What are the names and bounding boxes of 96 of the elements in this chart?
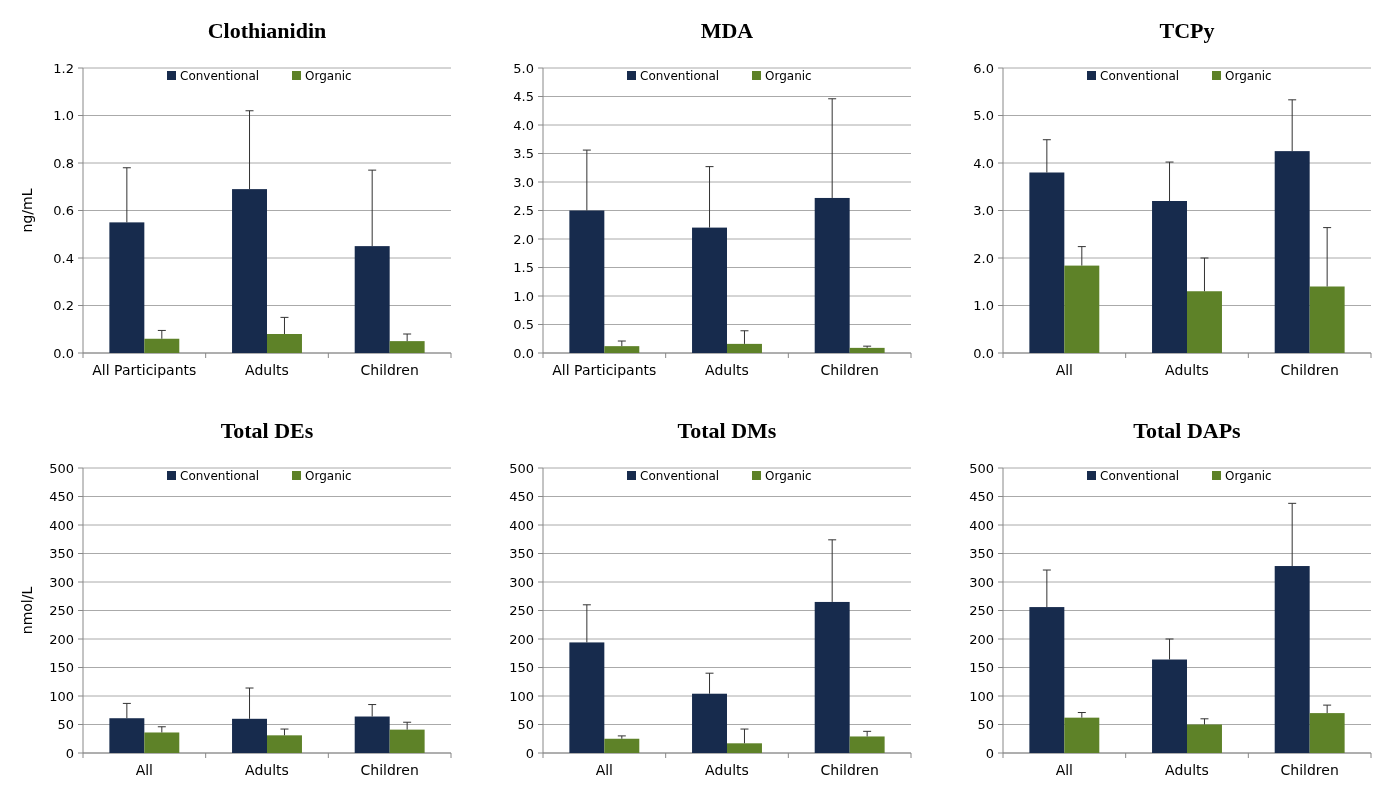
y-tick-label: 100 bbox=[509, 688, 534, 704]
y-tick-label: 4.5 bbox=[513, 89, 534, 105]
y-tick-label: 0 bbox=[65, 745, 74, 761]
y-tick-label: 5.0 bbox=[513, 60, 534, 76]
y-tick-label: 50 bbox=[57, 717, 74, 733]
y-tick-label: 200 bbox=[49, 631, 74, 647]
y-tick-label: 6.0 bbox=[973, 60, 994, 76]
y-tick-label: 350 bbox=[969, 546, 994, 562]
y-tick-label: 50 bbox=[977, 717, 994, 733]
y-tick-label: 5.0 bbox=[973, 108, 994, 124]
legend-label: Organic bbox=[305, 69, 352, 84]
y-tick-label: 3.0 bbox=[973, 203, 994, 219]
chart-title: TCPy bbox=[1159, 18, 1215, 43]
y-tick-label: 4.0 bbox=[973, 155, 994, 171]
y-tick-label: 1.0 bbox=[973, 298, 994, 314]
y-tick-label: 0.8 bbox=[53, 155, 74, 171]
y-tick-label: 350 bbox=[49, 546, 74, 562]
y-tick-label: 2.0 bbox=[513, 231, 534, 247]
y-tick-label: 150 bbox=[49, 660, 74, 676]
y-tick-label: 0.2 bbox=[53, 298, 74, 314]
legend-label: Conventional bbox=[1100, 469, 1180, 484]
legend-label: Organic bbox=[305, 469, 352, 484]
y-axis-title: nmol/L bbox=[19, 586, 35, 635]
x-tick-label: Adults bbox=[1165, 762, 1209, 778]
y-tick-label: 150 bbox=[509, 660, 534, 676]
y-tick-label: 1.5 bbox=[513, 260, 534, 276]
y-tick-label: 0.0 bbox=[53, 345, 74, 361]
y-tick-label: 200 bbox=[509, 631, 534, 647]
legend-label: Conventional bbox=[640, 69, 720, 84]
y-tick-label: 400 bbox=[49, 517, 74, 533]
x-tick-label: Children bbox=[820, 762, 879, 778]
y-tick-label: 0.0 bbox=[513, 345, 534, 361]
x-tick-label: Adults bbox=[705, 362, 749, 378]
y-tick-label: 150 bbox=[969, 660, 994, 676]
y-tick-label: 300 bbox=[509, 574, 534, 590]
y-tick-label: 0 bbox=[985, 745, 994, 761]
chart-title: Total DMs bbox=[677, 418, 777, 443]
y-tick-label: 0.0 bbox=[973, 345, 994, 361]
y-tick-label: 450 bbox=[49, 489, 74, 505]
y-tick-label: 450 bbox=[509, 489, 534, 505]
chart-title: Clothianidin bbox=[207, 18, 327, 43]
x-tick-label: Children bbox=[360, 362, 419, 378]
x-tick-label: All bbox=[1055, 762, 1074, 778]
legend-label: Organic bbox=[765, 69, 812, 84]
y-tick-label: 1.2 bbox=[53, 60, 74, 76]
x-tick-label: All Participants bbox=[552, 362, 657, 378]
x-tick-label: Adults bbox=[245, 762, 289, 778]
y-tick-label: 400 bbox=[969, 517, 994, 533]
legend-label: Conventional bbox=[640, 469, 720, 484]
y-tick-label: 500 bbox=[969, 460, 994, 476]
y-tick-label: 3.5 bbox=[513, 146, 534, 162]
legend-label: Organic bbox=[765, 469, 812, 484]
y-tick-label: 300 bbox=[49, 574, 74, 590]
y-tick-label: 250 bbox=[969, 603, 994, 619]
y-tick-label: 3.0 bbox=[513, 174, 534, 190]
chart-title: Total DEs bbox=[220, 418, 314, 443]
x-tick-label: All bbox=[135, 762, 154, 778]
x-tick-label: All Participants bbox=[92, 362, 197, 378]
chart-title: Total DAPs bbox=[1133, 418, 1242, 443]
y-tick-label: 0.4 bbox=[53, 250, 74, 266]
legend-label: Conventional bbox=[180, 69, 260, 84]
x-tick-label: Children bbox=[1280, 762, 1339, 778]
x-tick-label: Adults bbox=[245, 362, 289, 378]
chart-title: MDA bbox=[700, 18, 754, 43]
legend-label: Conventional bbox=[1100, 69, 1180, 84]
legend-label: Organic bbox=[1225, 69, 1272, 84]
y-tick-label: 500 bbox=[509, 460, 534, 476]
x-tick-label: Children bbox=[360, 762, 419, 778]
x-tick-label: Children bbox=[1280, 362, 1339, 378]
y-tick-label: 1.0 bbox=[53, 108, 74, 124]
x-tick-label: Children bbox=[820, 362, 879, 378]
y-tick-label: 350 bbox=[509, 546, 534, 562]
y-tick-label: 2.0 bbox=[973, 250, 994, 266]
y-tick-label: 0.6 bbox=[53, 203, 74, 219]
y-tick-label: 250 bbox=[49, 603, 74, 619]
y-tick-label: 500 bbox=[49, 460, 74, 476]
y-tick-label: 50 bbox=[517, 717, 534, 733]
x-tick-label: Adults bbox=[705, 762, 749, 778]
y-axis-title: ng/mL bbox=[19, 188, 35, 233]
y-tick-label: 200 bbox=[969, 631, 994, 647]
y-tick-label: 450 bbox=[969, 489, 994, 505]
y-tick-label: 300 bbox=[969, 574, 994, 590]
y-tick-label: 100 bbox=[969, 688, 994, 704]
x-tick-label: All bbox=[595, 762, 614, 778]
y-tick-label: 4.0 bbox=[513, 117, 534, 133]
x-tick-label: All bbox=[1055, 362, 1074, 378]
x-tick-label: Adults bbox=[1165, 362, 1209, 378]
y-tick-label: 100 bbox=[49, 688, 74, 704]
y-tick-label: 1.0 bbox=[513, 288, 534, 304]
y-tick-label: 400 bbox=[509, 517, 534, 533]
legend-label: Conventional bbox=[180, 469, 260, 484]
y-tick-label: 250 bbox=[509, 603, 534, 619]
y-tick-label: 2.5 bbox=[513, 203, 534, 219]
y-tick-label: 0 bbox=[525, 745, 534, 761]
legend-label: Organic bbox=[1225, 469, 1272, 484]
y-tick-label: 0.5 bbox=[513, 317, 534, 333]
